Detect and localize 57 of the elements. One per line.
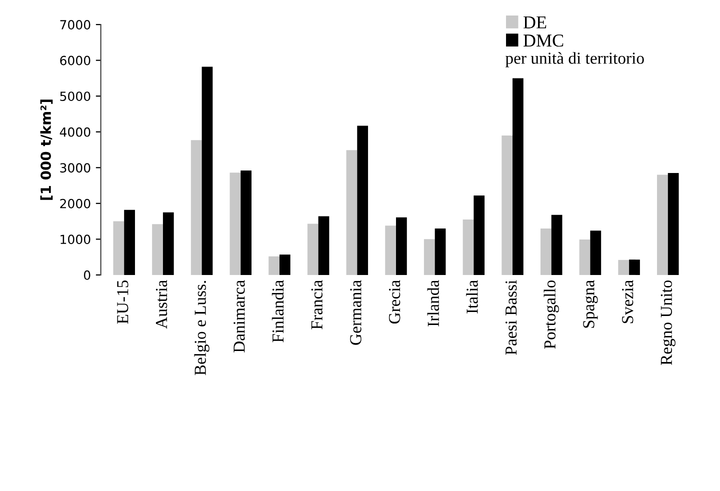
x-tick-label: Italia [466,280,478,314]
legend-label: DE [523,16,546,28]
y-tick-label: 5000 [60,92,90,102]
bar [152,224,163,275]
bar [113,221,124,275]
bar [162,212,174,275]
annotation: per unità di territorio [505,52,644,68]
bar [551,214,562,275]
bar [579,240,590,275]
y-axis-title: [1 000 t/km²] [40,100,53,200]
bar [434,228,446,275]
bar [474,196,485,275]
bar [346,150,358,275]
y-tick-label: 4000 [60,127,90,137]
y-tick-label: 3000 [60,163,90,173]
x-tick-label: Svezia [622,280,634,324]
bar [462,220,474,275]
bar [240,170,252,275]
x-tick-label: Paesi Bassi [506,280,517,355]
y-tick-label: 1000 [60,234,90,244]
bar [668,173,679,275]
bar [124,210,135,275]
bar [590,230,602,275]
y-tick-label: 6000 [60,56,90,66]
x-tick-label: Irlanda [427,280,440,326]
x-tick-label: Germania [350,280,362,345]
bar [190,140,202,275]
bar [512,78,524,275]
bar [279,254,290,275]
bar [396,217,407,275]
bar [307,224,318,275]
y-tick-label: 0 [84,270,90,280]
bar [357,126,368,275]
bar [657,174,668,275]
x-tick-label: Grecia [388,280,400,324]
x-tick-label: Finlandia [272,280,284,342]
bar [502,135,513,275]
bar [540,228,552,275]
bar [268,256,280,275]
x-tick-label: Austria [156,280,168,329]
x-tick-label: Spagna [583,280,598,328]
bar [385,226,396,275]
x-tick-label: Regno Unito [660,280,676,365]
bar [202,66,213,275]
x-tick-label: Francia [311,280,322,330]
x-tick-label: Portogallo [544,280,559,349]
x-tick-label: Belgio e Luss. [194,280,210,376]
bar [618,260,630,275]
x-tick-label: Danimarca [234,280,245,352]
y-tick-label: 2000 [60,198,90,208]
bar [318,216,330,275]
bar [424,239,435,275]
legend-label: DMC [523,34,564,47]
bar [230,172,241,275]
bar [629,260,640,275]
x-tick-label: EU-15 [117,280,128,324]
y-tick-label: 7000 [60,20,90,30]
